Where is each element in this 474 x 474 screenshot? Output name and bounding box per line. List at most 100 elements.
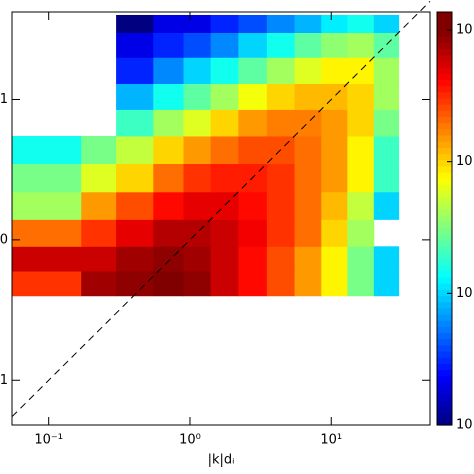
heatmap-cell (266, 14, 296, 34)
heatmap-cell (266, 32, 296, 58)
heatmap-cell (266, 83, 296, 110)
colorbar-segment (437, 394, 452, 401)
heatmap-cell (153, 246, 185, 272)
heatmap-cell (12, 271, 82, 297)
heatmap-cell (238, 246, 268, 272)
heatmap-cell (210, 109, 239, 137)
colorbar-segment (437, 412, 452, 420)
heatmap-cell (373, 163, 400, 193)
heatmap-cell (238, 83, 268, 110)
heatmap-cell (373, 191, 400, 220)
heatmap-cell (266, 271, 296, 297)
heatmap-cell (321, 219, 348, 247)
colorbar-segment (437, 307, 452, 315)
heatmap-cell (238, 109, 268, 137)
heatmap-cell (373, 14, 400, 34)
heatmap-cell (238, 219, 268, 247)
heatmap-cell (116, 14, 154, 34)
heatmap-cell (238, 14, 268, 34)
heatmap-cell (210, 135, 239, 164)
colorbar-segment (437, 30, 452, 37)
heatmap-cell (294, 219, 322, 247)
colorbar-segment (437, 178, 452, 185)
colorbar-segment (437, 54, 452, 62)
heatmap-cell (12, 246, 82, 272)
heatmap-cell (81, 246, 117, 272)
heatmap-cell (347, 163, 375, 193)
heatmap-cell (321, 163, 348, 193)
x-tick-label: 10⁻¹ (34, 433, 63, 448)
heatmap-cell (238, 57, 268, 84)
heatmap-cell (116, 191, 154, 220)
heatmap-cell (183, 57, 212, 84)
colorbar-segment (437, 289, 452, 296)
colorbar-segment (437, 350, 452, 358)
colorbar-segment (437, 147, 452, 155)
heatmap-cell (321, 135, 348, 164)
heatmap-cell (294, 32, 322, 58)
heatmap-cell (347, 191, 375, 220)
heatmap-cell (116, 271, 154, 297)
heatmap-cell (183, 191, 212, 220)
heatmap-cell (210, 271, 239, 297)
colorbar-segment (437, 344, 452, 352)
heatmap-cell (210, 83, 239, 110)
heatmap-cell (347, 14, 375, 34)
x-tick-label: 10¹ (320, 433, 342, 448)
heatmap-cell (266, 191, 296, 220)
colorbar-segment (437, 369, 452, 377)
colorbar-extension (437, 12, 452, 30)
heatmap-cell (183, 163, 212, 193)
heatmap-cell (373, 83, 400, 110)
colorbar-segment (437, 326, 452, 334)
colorbar-segment (437, 60, 452, 68)
y-tick-label: 1 (0, 92, 8, 107)
colorbar-segment (437, 301, 452, 309)
heatmap-cell (210, 14, 239, 34)
colorbar-segment (437, 418, 452, 426)
colorbar-segment (437, 357, 452, 364)
colorbar-segment (437, 233, 452, 241)
colorbar-segment (437, 91, 452, 99)
heatmap-cell (12, 135, 82, 164)
heatmap-cell (347, 246, 375, 272)
x-tick-label: 10⁰ (179, 433, 201, 448)
heatmap-cell (153, 83, 185, 110)
colorbar-segment (437, 79, 452, 87)
heatmap-cell (373, 246, 400, 272)
heatmap-cell (347, 83, 375, 110)
heatmap-cell (183, 271, 212, 297)
heatmap-cell (266, 57, 296, 84)
colorbar-segment (437, 400, 452, 408)
heatmap-cell (266, 246, 296, 272)
heatmap-cell (321, 109, 348, 137)
heatmap-cell (373, 32, 400, 58)
heatmap-cell (116, 83, 154, 110)
heatmap-cell (266, 219, 296, 247)
heatmap-cell (321, 191, 348, 220)
heatmap-cell (294, 83, 322, 110)
heatmap-cell (266, 163, 296, 193)
heatmap-cell (183, 14, 212, 34)
heatmap-cell (153, 191, 185, 220)
y-tick-label: 0 (0, 232, 8, 247)
heatmap-cell (153, 219, 185, 247)
heatmap-cell (81, 191, 117, 220)
heatmap-cell (183, 109, 212, 137)
colorbar-segment (437, 116, 452, 124)
heatmap-cell (321, 32, 348, 58)
heatmap-cell (347, 32, 375, 58)
heatmap-cell (321, 57, 348, 84)
heatmap-cell (116, 219, 154, 247)
colorbar-segment (437, 221, 452, 229)
colorbar-segment (437, 258, 452, 266)
colorbar-segment (437, 128, 452, 136)
heatmap-cell (347, 135, 375, 164)
x-axis-label: |k|dᵢ (208, 453, 235, 468)
heatmap-cell (12, 191, 82, 220)
heatmap-cell (183, 135, 212, 164)
heatmap-cell (210, 246, 239, 272)
heatmap-cell (81, 219, 117, 247)
heatmap-cell (294, 191, 322, 220)
heatmap-cell (153, 109, 185, 137)
